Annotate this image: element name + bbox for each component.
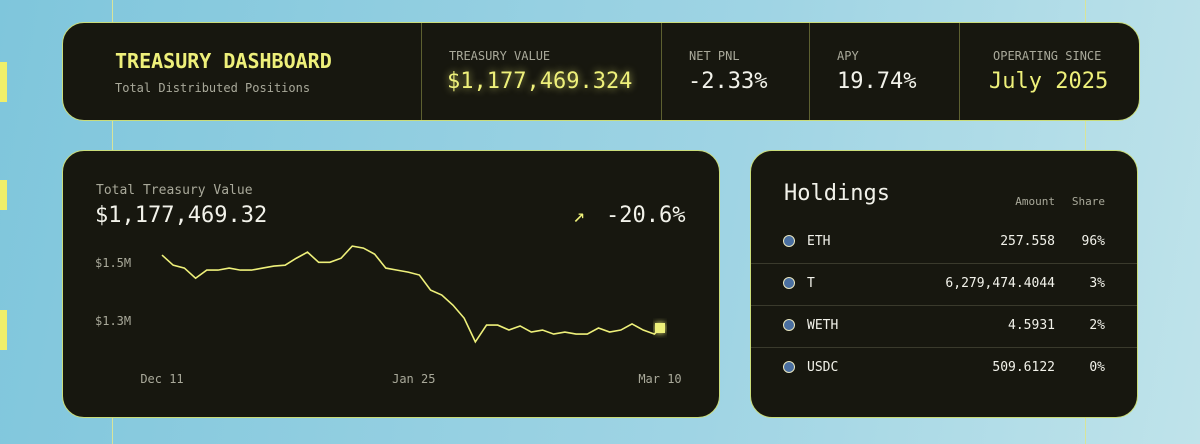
token-symbol: ETH bbox=[807, 234, 831, 249]
divider bbox=[421, 23, 422, 120]
token-symbol: WETH bbox=[807, 318, 839, 333]
end-marker bbox=[655, 323, 665, 333]
token-amount: 509.6122 bbox=[992, 360, 1055, 375]
token-symbol: USDC bbox=[807, 360, 839, 375]
y-tick-label: $1.5M bbox=[95, 256, 131, 270]
line bbox=[161, 245, 661, 344]
stat-label: APY bbox=[837, 49, 859, 63]
token-amount: 257.558 bbox=[1000, 234, 1055, 249]
stat-value: 19.74% bbox=[837, 69, 917, 94]
token-share: 3% bbox=[1089, 276, 1105, 291]
divider bbox=[661, 23, 662, 120]
token-share: 0% bbox=[1089, 360, 1105, 375]
holding-row: T 6,279,474.4044 3% bbox=[751, 263, 1137, 306]
token-amount: 6,279,474.4044 bbox=[945, 276, 1055, 291]
holding-row: ETH 257.558 96% bbox=[751, 221, 1137, 264]
stat-label: NET PNL bbox=[689, 49, 740, 63]
column-header: Share bbox=[1071, 195, 1105, 208]
holding-row: USDC 509.6122 0% bbox=[751, 347, 1137, 389]
chart-change: -20.6% bbox=[606, 203, 686, 228]
token-amount: 4.5931 bbox=[1008, 318, 1055, 333]
trend-icon: ↗ bbox=[573, 203, 586, 227]
token-share: 2% bbox=[1089, 318, 1105, 333]
x-tick-label: Jan 25 bbox=[392, 372, 435, 386]
edge-mark bbox=[0, 62, 7, 102]
divider bbox=[959, 23, 960, 120]
column-header: Amount bbox=[1015, 195, 1055, 208]
edge-mark bbox=[0, 180, 7, 210]
divider bbox=[809, 23, 810, 120]
stat-label: TREASURY VALUE bbox=[449, 49, 551, 63]
token-icon bbox=[783, 361, 795, 373]
stat-value: $1,177,469.324 bbox=[447, 69, 633, 94]
chart-card: Total Treasury Value $1,177,469.32 ↗ -20… bbox=[62, 150, 720, 418]
stat-value: July 2025 bbox=[989, 69, 1109, 94]
token-icon bbox=[783, 319, 795, 331]
chart-title: Total Treasury Value bbox=[96, 183, 253, 198]
token-icon bbox=[783, 235, 795, 247]
holding-row: WETH 4.5931 2% bbox=[751, 305, 1137, 348]
holdings-table: ETH 257.558 96% T 6,279,474.4044 3% WETH 4.5931… bbox=[751, 221, 1137, 389]
token-icon bbox=[783, 277, 795, 289]
dashboard-subtitle: Total Distributed Positions bbox=[115, 81, 311, 95]
y-tick-label: $1.3M bbox=[95, 314, 131, 328]
edge-mark bbox=[0, 310, 7, 350]
token-symbol: T bbox=[807, 276, 815, 291]
stat-label: OPERATING SINCE bbox=[993, 49, 1102, 63]
header-card: TREASURY DASHBOARD Total Distributed Pos… bbox=[62, 22, 1140, 121]
dashboard-title: TREASURY DASHBOARD bbox=[115, 49, 332, 73]
x-tick-label: Dec 11 bbox=[140, 372, 183, 386]
stat-value: -2.33% bbox=[688, 69, 768, 94]
holdings-title: Holdings bbox=[784, 181, 890, 206]
holdings-card: Holdings Amount Share ETH 257.558 96% T 6,27… bbox=[750, 150, 1138, 418]
token-share: 96% bbox=[1081, 234, 1105, 249]
chart-current-value: $1,177,469.32 bbox=[95, 203, 268, 228]
x-tick-label: Mar 10 bbox=[638, 372, 681, 386]
